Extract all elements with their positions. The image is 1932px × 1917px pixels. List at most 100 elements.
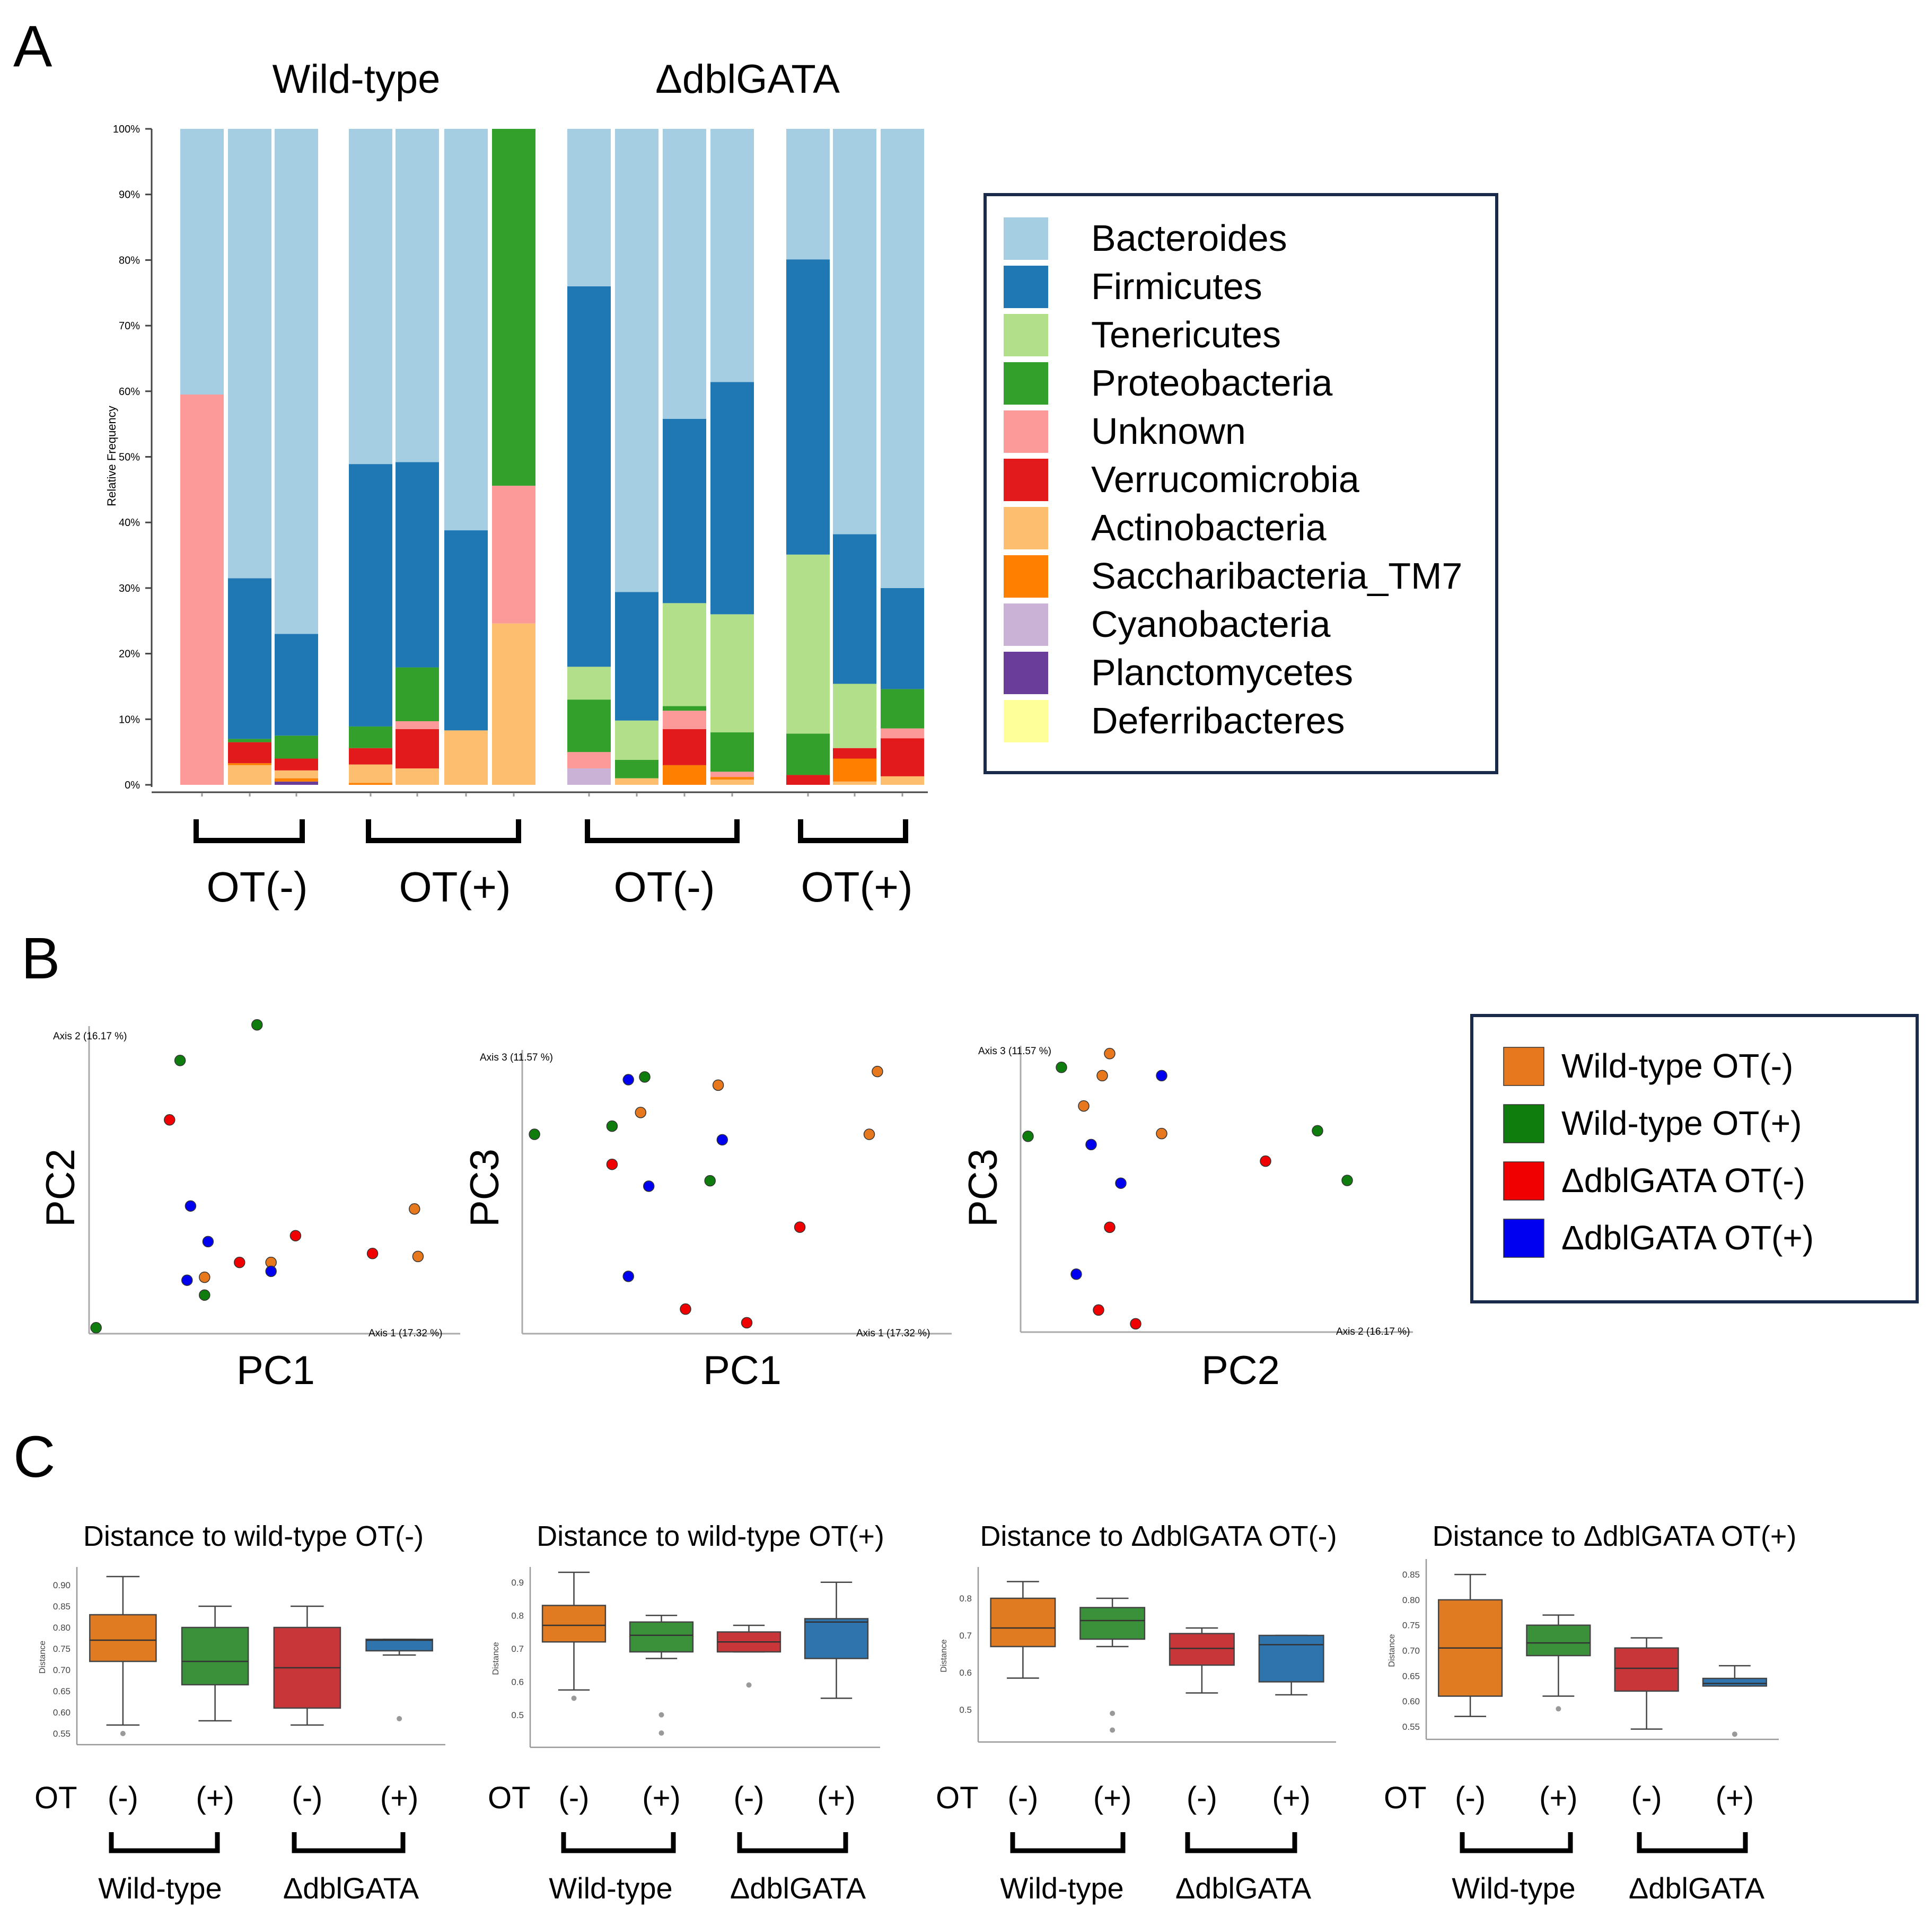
pcoa-point	[1115, 1177, 1127, 1189]
bar-segment-firmicutes	[228, 578, 271, 739]
legend-b: Wild-type OT(-) Wild-type OT(+) ΔdblGATA O…	[1503, 1047, 1814, 1258]
bar-segment-verrucomicrobia	[833, 748, 876, 759]
y-tick-label: 100%	[113, 124, 140, 135]
pcoa-point	[606, 1158, 618, 1170]
pcoa-point	[181, 1274, 193, 1286]
bar-segment-actinobacteria	[710, 780, 754, 785]
boxplot-y-tick-label: 0.8	[511, 1610, 524, 1621]
bracket-dbl-otminus	[585, 819, 740, 843]
boxplot-y-tick-label: 0.7	[959, 1631, 972, 1641]
boxplot-title: Distance to wild-type OT(-)	[83, 1520, 424, 1552]
ot-label: OT	[1384, 1781, 1427, 1815]
y-tick-label: 60%	[119, 386, 140, 398]
flier-point	[1110, 1727, 1116, 1733]
bar-segment-bacteroides	[881, 129, 924, 588]
group-label-wildtype: Wild-type	[1000, 1871, 1123, 1905]
legend-box-b	[1470, 1014, 1919, 1303]
bar-segment-firmicutes	[663, 418, 706, 603]
bar-segment-bacteroides	[710, 129, 754, 382]
bar-segment-verrucomicrobia	[881, 738, 924, 776]
bar-segment-proteobacteria	[228, 739, 271, 742]
bar-segment-tenericutes	[615, 720, 658, 760]
pcoa-point	[643, 1180, 655, 1192]
legend-box-a	[983, 193, 1498, 774]
legend-swatch	[1503, 1161, 1544, 1201]
bar-segment-actinobacteria	[228, 765, 271, 785]
legend-label: Unknown	[1091, 410, 1246, 452]
legend-label: Actinobacteria	[1091, 507, 1327, 548]
panel-label-a: A	[13, 14, 52, 79]
bar-segment-firmicutes	[833, 534, 876, 684]
bar-segment-bacteroides	[567, 129, 611, 286]
bracket-dbl-otplus	[798, 819, 908, 843]
boxplot-y-tick-label: 0.6	[511, 1677, 524, 1687]
pcoa-point	[622, 1074, 634, 1086]
legend-swatch	[1004, 459, 1048, 501]
bar-segment-tenericutes	[833, 684, 876, 748]
flier-point	[1732, 1731, 1737, 1737]
pcoa-point	[1260, 1155, 1271, 1167]
pcoa-point	[1056, 1062, 1067, 1073]
group-label-wildtype: Wild-type	[98, 1871, 222, 1905]
pcoa-y-caption: Axis 3 (11.57 %)	[978, 1046, 1051, 1057]
bracket-dblgata	[1185, 1832, 1297, 1853]
flier-point	[1110, 1711, 1116, 1716]
bracket-label-wt-otplus: OT(+)	[399, 863, 511, 911]
pcoa-point	[1078, 1100, 1090, 1112]
bar-segment-tenericutes	[786, 554, 830, 734]
bar-segment-verrucomicrobia	[786, 775, 830, 785]
bar-segment-actinobacteria	[881, 776, 924, 785]
boxplot-y-tick-label: 0.80	[53, 1623, 71, 1633]
bar-segment-unknown	[663, 711, 706, 729]
boxplot-title: Distance to ΔdblGATA OT(-)	[980, 1520, 1337, 1552]
group-label-dblgata: ΔdblGATA	[1175, 1871, 1312, 1905]
bar-segment-proteobacteria	[786, 733, 830, 775]
pcoa-point	[794, 1221, 806, 1233]
boxplot-title: Distance to wild-type OT(+)	[537, 1520, 884, 1552]
bar-segment-firmicutes	[567, 286, 611, 667]
y-tick-label: 90%	[119, 189, 140, 201]
bracket-label-dbl-otplus: OT(+)	[801, 863, 912, 911]
bar-segment-actinobacteria	[444, 730, 488, 785]
bar-segment-firmicutes	[396, 462, 439, 668]
group-label-dblgata: ΔdblGATA	[730, 1871, 866, 1905]
pcoa-x-caption: Axis 1 (17.32 %)	[856, 1328, 930, 1339]
bar-segment-actinobacteria	[615, 778, 658, 785]
y-tick-label: 0%	[125, 780, 140, 791]
pcoa-x-label: PC1	[236, 1348, 315, 1393]
boxplot-y-tick-label: 0.6	[959, 1668, 972, 1678]
pcoa-point	[185, 1200, 197, 1212]
ot-label: OT	[488, 1781, 531, 1815]
bar-segment-firmicutes	[710, 382, 754, 615]
pcoa-point	[1156, 1070, 1167, 1082]
bar-segment-bacteroides	[228, 129, 271, 579]
pcoa-point	[741, 1317, 753, 1329]
legend-label: ΔdblGATA OT(+)	[1561, 1219, 1814, 1257]
flier-point	[658, 1730, 664, 1736]
pcoa-point	[1312, 1125, 1323, 1137]
pcoa-point	[704, 1175, 716, 1187]
pcoa-point	[872, 1065, 883, 1078]
boxplot-y-tick-label: 0.5	[959, 1705, 972, 1715]
flier-point	[1556, 1706, 1561, 1712]
pcoa-y-label: PC3	[961, 1149, 1006, 1227]
ot-tick-label: (-)	[108, 1781, 138, 1815]
bracket-wildtype	[109, 1832, 220, 1853]
legend-label: Verrucomicrobia	[1091, 459, 1359, 500]
box	[990, 1597, 1056, 1648]
group-title-dblgata: ΔdblGATA	[655, 57, 840, 102]
pcoa-point	[164, 1114, 175, 1126]
bar-segment-bacteroides	[833, 129, 876, 535]
bar-segment-bacteroides	[615, 129, 658, 592]
pcoa-point	[289, 1230, 302, 1241]
pcoa-point	[1156, 1127, 1167, 1140]
boxplot-y-tick-label: 0.85	[1402, 1570, 1420, 1580]
bar-segment-proteobacteria	[710, 732, 754, 772]
pcoa-point	[1085, 1139, 1097, 1151]
pcoa-point	[716, 1134, 728, 1146]
pcoa-point	[680, 1303, 691, 1315]
bracket-label-dbl-otminus: OT(-)	[613, 863, 715, 911]
pcoa-x-caption: Axis 1 (17.32 %)	[368, 1328, 442, 1339]
group-label-dblgata: ΔdblGATA	[283, 1871, 419, 1905]
